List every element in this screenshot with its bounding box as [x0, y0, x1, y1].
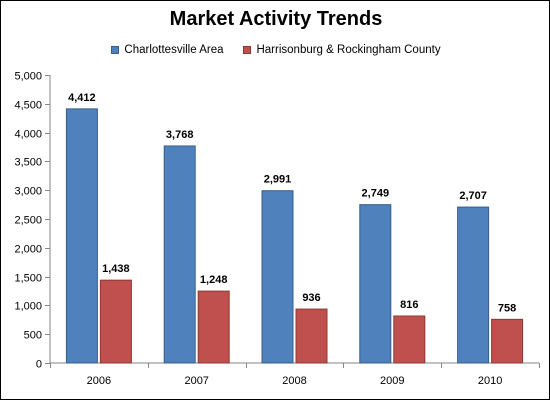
- data-label: 2,749: [362, 188, 390, 200]
- data-label: 2,991: [264, 174, 292, 186]
- x-tick-label: 2006: [87, 375, 111, 387]
- bar-harrisonburg: [393, 315, 426, 364]
- y-tick-label: 1,500: [14, 273, 42, 285]
- data-label: 4,412: [68, 92, 96, 104]
- x-tick-label: 2008: [282, 375, 306, 387]
- data-label: 3,768: [166, 129, 194, 141]
- y-tick-label: 2,500: [14, 215, 42, 227]
- legend-swatch-charlottesville: [111, 46, 120, 54]
- bar-charlottesville: [163, 145, 196, 364]
- y-tick-label: 2,000: [14, 244, 42, 256]
- y-tick-label: 4,500: [14, 100, 42, 112]
- y-tick-label: 500: [24, 330, 42, 342]
- y-tick-label: 5,000: [14, 71, 42, 83]
- legend-item-harrisonburg: Harrisonburg & Rockingham County: [243, 44, 441, 56]
- y-tick-label: 4,000: [14, 129, 42, 141]
- bar-charlottesville: [65, 108, 98, 364]
- data-label: 2,707: [459, 190, 487, 202]
- data-label: 1,248: [200, 274, 228, 286]
- y-tick-label: 3,000: [14, 186, 42, 198]
- bar-charlottesville: [457, 206, 490, 364]
- bar-charlottesville: [261, 190, 294, 364]
- bar-harrisonburg: [491, 318, 524, 364]
- bar-harrisonburg: [295, 308, 328, 364]
- y-tick-label: 3,500: [14, 157, 42, 169]
- data-label: 816: [400, 299, 418, 311]
- legend: Charlottesville Area Harrisonburg & Rock…: [1, 44, 550, 56]
- legend-item-charlottesville: Charlottesville Area: [111, 44, 223, 56]
- x-tick-label: 2007: [184, 375, 208, 387]
- legend-label-charlottesville: Charlottesville Area: [124, 44, 224, 56]
- x-tick-label: 2010: [478, 375, 502, 387]
- legend-swatch-harrisonburg: [243, 46, 252, 54]
- bar-harrisonburg: [197, 290, 230, 364]
- data-label: 758: [498, 302, 516, 314]
- bar-charlottesville: [359, 204, 392, 364]
- y-tick-label: 1,000: [14, 301, 42, 313]
- chart-title: Market Activity Trends: [169, 8, 383, 30]
- data-label: 936: [302, 292, 320, 304]
- y-tick-label: 0: [36, 359, 42, 371]
- x-tick-label: 2009: [380, 375, 404, 387]
- bar-harrisonburg: [99, 279, 132, 364]
- data-label: 1,438: [102, 263, 130, 275]
- legend-label-harrisonburg: Harrisonburg & Rockingham County: [256, 44, 441, 56]
